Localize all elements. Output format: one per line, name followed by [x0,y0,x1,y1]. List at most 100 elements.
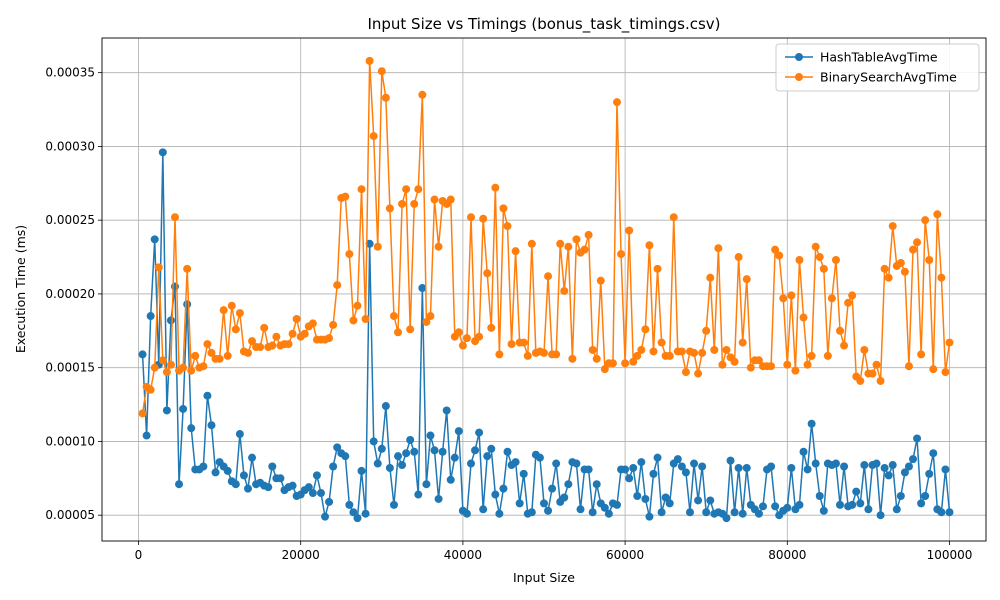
data-point-binarysearchavgtime [527,239,536,248]
data-point-hashtableavgtime [487,444,496,453]
data-point-hashtableavgtime [698,462,707,471]
data-point-hashtableavgtime [207,421,216,430]
data-point-hashtableavgtime [276,474,285,483]
y-tick-label: 0.00030 [45,139,95,153]
data-point-binarysearchavgtime [702,326,711,335]
data-point-binarysearchavgtime [369,132,378,141]
data-point-binarysearchavgtime [203,340,212,349]
data-point-hashtableavgtime [815,492,824,501]
data-point-hashtableavgtime [621,465,630,474]
data-point-binarysearchavgtime [556,239,565,248]
series-hashtableavgtime [138,148,954,523]
data-point-hashtableavgtime [414,490,423,499]
data-point-hashtableavgtime [223,466,232,475]
data-point-hashtableavgtime [316,489,325,498]
data-point-binarysearchavgtime [771,245,780,254]
data-point-binarysearchavgtime [584,230,593,239]
data-point-binarysearchavgtime [564,242,573,251]
data-point-hashtableavgtime [641,494,650,503]
data-point-hashtableavgtime [394,452,403,461]
data-point-binarysearchavgtime [418,90,427,99]
data-point-binarysearchavgtime [856,376,865,385]
data-point-hashtableavgtime [243,484,252,493]
data-point-hashtableavgtime [430,446,439,455]
data-point-hashtableavgtime [166,316,175,325]
data-point-binarysearchavgtime [166,360,175,369]
data-point-hashtableavgtime [560,493,569,502]
y-tick-label: 0.00025 [45,213,95,227]
data-point-hashtableavgtime [811,459,820,468]
data-point-hashtableavgtime [661,493,670,502]
data-point-hashtableavgtime [406,435,415,444]
y-tick-label: 0.00035 [45,66,95,80]
data-point-binarysearchavgtime [398,199,407,208]
data-point-binarysearchavgtime [945,338,954,347]
data-point-binarysearchavgtime [791,366,800,375]
series-layer [138,56,954,523]
x-tick-label: 20000 [282,548,320,562]
grid [102,38,986,541]
data-point-binarysearchavgtime [823,351,832,360]
data-point-binarysearchavgtime [754,356,763,365]
data-point-binarysearchavgtime [272,332,281,341]
data-point-binarysearchavgtime [300,329,309,338]
data-point-hashtableavgtime [799,447,808,456]
data-point-hashtableavgtime [515,499,524,508]
data-point-hashtableavgtime [904,462,913,471]
data-point-binarysearchavgtime [170,213,179,222]
data-point-binarysearchavgtime [742,275,751,284]
data-point-binarysearchavgtime [925,256,934,264]
data-point-binarysearchavgtime [730,357,739,366]
data-point-hashtableavgtime [896,492,905,501]
data-point-hashtableavgtime [325,497,334,506]
data-point-binarysearchavgtime [475,332,484,341]
data-point-binarysearchavgtime [268,341,277,350]
data-point-hashtableavgtime [665,499,674,508]
data-point-hashtableavgtime [353,514,362,523]
data-point-hashtableavgtime [840,462,849,471]
data-point-binarysearchavgtime [256,343,265,352]
data-point-hashtableavgtime [535,453,544,462]
data-point-hashtableavgtime [454,427,463,436]
data-point-binarysearchavgtime [738,338,747,347]
data-point-hashtableavgtime [876,511,885,520]
data-point-binarysearchavgtime [767,362,776,371]
data-point-hashtableavgtime [872,459,881,468]
data-point-hashtableavgtime [600,503,609,512]
data-point-hashtableavgtime [856,499,865,508]
data-point-hashtableavgtime [783,503,792,512]
data-point-hashtableavgtime [552,459,561,468]
axes: 0 20000 40000 60000 80000 100000 0.00005 0.0001… [45,66,972,562]
data-point-binarysearchavgtime [884,273,893,282]
data-point-binarysearchavgtime [523,351,532,360]
data-point-binarysearchavgtime [422,317,431,326]
data-point-binarysearchavgtime [645,241,654,250]
data-point-binarysearchavgtime [150,363,159,372]
data-point-binarysearchavgtime [718,360,727,369]
data-point-hashtableavgtime [170,282,179,291]
data-point-binarysearchavgtime [876,376,885,385]
data-point-binarysearchavgtime [349,316,358,325]
data-point-binarysearchavgtime [888,222,897,231]
data-point-hashtableavgtime [231,480,240,489]
data-point-binarysearchavgtime [710,345,719,354]
data-point-binarysearchavgtime [633,351,642,360]
legend-marker-hashtable [795,53,803,61]
data-point-hashtableavgtime [633,492,642,501]
data-point-binarysearchavgtime [629,357,638,366]
data-point-hashtableavgtime [576,505,585,514]
data-point-hashtableavgtime [187,424,196,433]
data-point-binarysearchavgtime [803,360,812,369]
data-point-hashtableavgtime [373,459,382,468]
data-point-binarysearchavgtime [649,347,658,356]
data-point-binarysearchavgtime [179,363,188,372]
data-point-hashtableavgtime [138,350,147,359]
data-point-binarysearchavgtime [495,350,504,359]
data-point-hashtableavgtime [462,509,471,518]
data-point-hashtableavgtime [803,465,812,474]
data-point-binarysearchavgtime [608,359,617,368]
y-tick-label: 0.00005 [45,508,95,522]
data-point-binarysearchavgtime [402,185,411,194]
data-point-hashtableavgtime [361,509,370,518]
data-point-hashtableavgtime [941,465,950,474]
